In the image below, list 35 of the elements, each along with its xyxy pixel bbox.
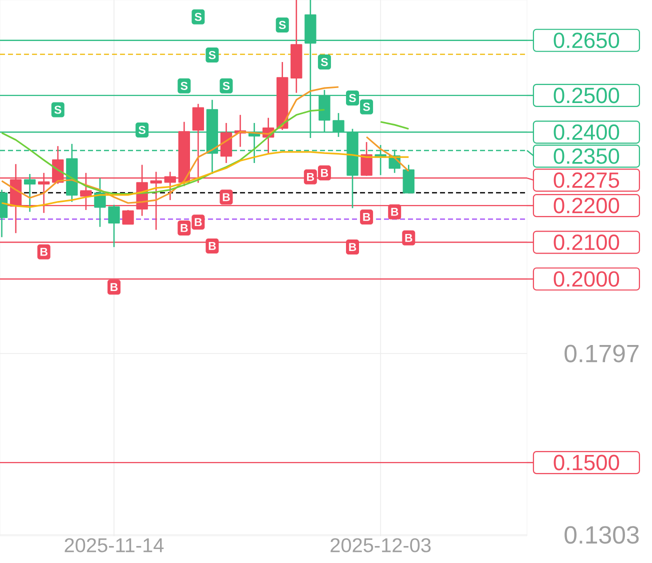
data-label: B xyxy=(222,193,230,202)
data-label: S xyxy=(320,58,328,66)
data-label: S xyxy=(208,50,216,60)
ref-line-label: 0.2200 xyxy=(554,198,620,214)
data-label: S xyxy=(54,106,62,114)
data-label: S xyxy=(138,126,146,134)
data-label: B xyxy=(321,168,328,177)
ref-line-label: 0.2650 xyxy=(554,32,620,48)
data-label: S xyxy=(278,20,286,29)
ref-line-label: 0.2350 xyxy=(554,148,620,164)
data-label: S xyxy=(363,102,370,111)
data-label: B xyxy=(391,208,398,216)
ref-line-label: 0.1500 xyxy=(554,454,620,470)
data-label: S xyxy=(222,82,230,90)
data-label: S xyxy=(180,82,188,90)
data-label: B xyxy=(194,218,202,226)
data-label: B xyxy=(405,234,412,242)
ref-line-label: 0.2400 xyxy=(554,124,620,140)
data-label: B xyxy=(180,224,188,232)
x-tick-label: 2025-11-14 xyxy=(64,538,164,552)
ref-line-label: 0.2000 xyxy=(554,271,620,287)
y-tick-label: 0.1797 xyxy=(564,344,639,362)
data-label: B xyxy=(110,283,118,292)
x-tick-label: 2025-12-03 xyxy=(330,538,431,552)
ref-line-label: 0.2275 xyxy=(554,172,620,188)
data-label: S xyxy=(349,94,356,102)
data-label: B xyxy=(307,173,314,181)
ref-line-label: 0.2100 xyxy=(554,234,620,250)
data-label: B xyxy=(363,213,370,221)
ref-line-label: 0.2500 xyxy=(554,88,620,104)
data-label: B xyxy=(208,242,216,250)
y-tick-label: 0.1303 xyxy=(564,526,639,544)
data-label: S xyxy=(194,12,202,21)
data-label: B xyxy=(40,248,48,256)
data-label: B xyxy=(349,243,356,251)
